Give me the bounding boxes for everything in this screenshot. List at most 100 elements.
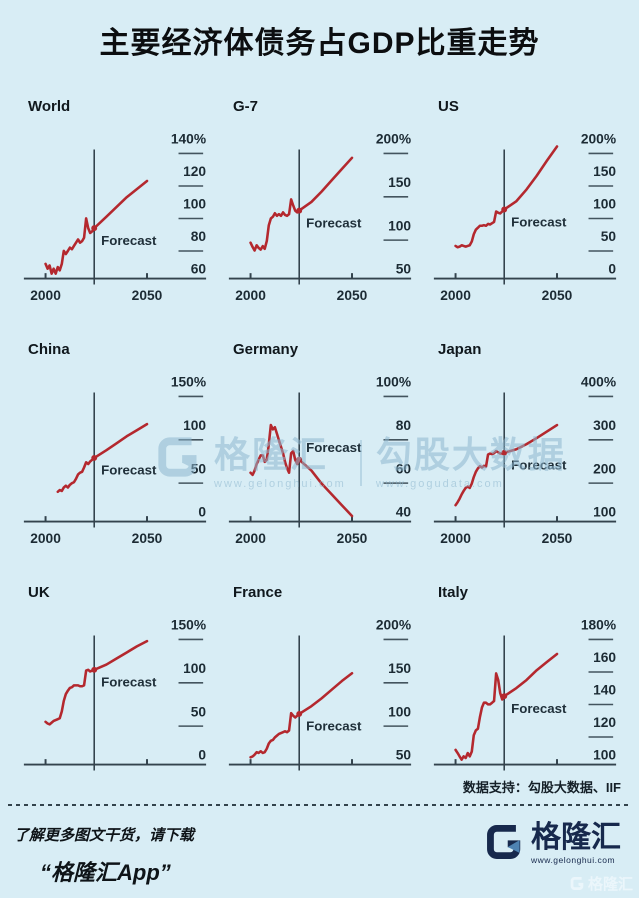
svg-text:50: 50: [396, 748, 412, 763]
svg-text:Forecast: Forecast: [511, 701, 567, 716]
chart-plot-france: 200% 150 100 50 Forecast: [221, 605, 418, 797]
chart-plot-italy: 180% 160 140 120 100 Forecast: [426, 605, 623, 797]
svg-text:100: 100: [183, 418, 206, 433]
chart-france: France 200% 150 100 50 Forecast: [221, 584, 418, 797]
chart-us: US 200% 150 100 50 0 2000 2050 Forecast: [426, 98, 623, 311]
svg-text:60: 60: [396, 461, 412, 476]
svg-text:80: 80: [191, 229, 207, 244]
chart-title: Japan: [438, 341, 482, 359]
svg-text:2050: 2050: [132, 288, 163, 303]
svg-text:300: 300: [593, 418, 616, 433]
svg-text:2000: 2000: [235, 531, 266, 546]
svg-text:Forecast: Forecast: [306, 440, 362, 455]
gelonghui-logo: 格隆汇 www.gelonghui.com: [485, 822, 621, 867]
svg-text:50: 50: [601, 229, 617, 244]
svg-text:Forecast: Forecast: [511, 458, 567, 473]
svg-text:Forecast: Forecast: [306, 719, 362, 734]
svg-text:2000: 2000: [30, 531, 61, 546]
chart-title: UK: [28, 584, 50, 602]
data-source-note: 数据支持：勾股大数据、IIF: [462, 780, 621, 796]
chart-title: World: [28, 98, 71, 115]
svg-text:0: 0: [608, 262, 616, 277]
svg-text:150%: 150%: [171, 618, 206, 633]
svg-text:2000: 2000: [235, 288, 266, 303]
svg-text:140%: 140%: [171, 132, 206, 147]
svg-text:100: 100: [388, 704, 411, 719]
svg-text:2050: 2050: [542, 531, 573, 546]
svg-text:40: 40: [396, 505, 412, 520]
svg-text:100: 100: [593, 197, 616, 212]
svg-text:Forecast: Forecast: [101, 233, 157, 248]
svg-text:2000: 2000: [440, 531, 471, 546]
chart-title: China: [28, 341, 70, 359]
page-title: 主要经济体债务占GDP比重走势: [99, 27, 540, 60]
chart-plot-g7: 200% 150 100 50 2000 2050 Forecast: [221, 119, 418, 311]
svg-text:Forecast: Forecast: [306, 215, 362, 230]
svg-text:200%: 200%: [376, 618, 411, 633]
chart-plot-japan: 400% 300 200 100 2000 2050 Forecast: [426, 362, 623, 554]
svg-text:150: 150: [388, 175, 411, 190]
chart-china: China 150% 100 50 0 2000 2050 Forecast: [16, 341, 213, 554]
chart-title: US: [438, 98, 459, 115]
chart-italy: Italy 180% 160 140 120 100 Forecast: [426, 584, 623, 797]
svg-text:150: 150: [388, 661, 411, 676]
svg-text:200%: 200%: [376, 132, 411, 147]
chart-title: G-7: [233, 98, 259, 115]
svg-text:2000: 2000: [440, 288, 471, 303]
dashed-divider: [8, 804, 631, 807]
footer-promo: 了解更多图文干货，请下载 “格隆汇App”: [14, 820, 194, 887]
chart-title: Italy: [438, 584, 469, 602]
svg-text:100: 100: [183, 661, 206, 676]
svg-text:Forecast: Forecast: [101, 463, 157, 478]
logo-url-text: www.gelonghui.com: [531, 854, 616, 865]
chart-plot-china: 150% 100 50 0 2000 2050 Forecast: [16, 362, 213, 554]
svg-text:200: 200: [593, 461, 616, 476]
svg-text:80: 80: [396, 418, 412, 433]
chart-plot-germany: 100% 80 60 40 2000 2050 Forecast: [221, 362, 418, 554]
svg-text:2050: 2050: [337, 531, 368, 546]
svg-text:Forecast: Forecast: [101, 675, 157, 690]
svg-text:400%: 400%: [581, 375, 616, 390]
svg-text:150: 150: [593, 164, 616, 179]
chart-japan: Japan 400% 300 200 100 2000 2050 Forecast: [426, 341, 623, 554]
charts-grid: World 140% 120 100 80 60 2000 2050 Forecast G-7…: [0, 98, 639, 797]
svg-text:0: 0: [198, 505, 206, 520]
svg-text:140: 140: [593, 683, 616, 698]
svg-text:60: 60: [191, 262, 207, 277]
svg-text:50: 50: [191, 461, 207, 476]
svg-text:120: 120: [593, 715, 616, 730]
svg-text:100%: 100%: [376, 375, 411, 390]
app-name-text: “格隆汇App”: [40, 860, 171, 886]
chart-plot-uk: 150% 100 50 0 Forecast: [16, 605, 213, 797]
svg-text:100: 100: [593, 748, 616, 763]
svg-text:120: 120: [183, 164, 206, 179]
svg-text:2000: 2000: [30, 288, 61, 303]
svg-text:50: 50: [396, 262, 412, 277]
svg-text:Forecast: Forecast: [511, 214, 567, 229]
chart-g7: G-7 200% 150 100 50 2000 2050 Forecast: [221, 98, 418, 311]
chart-world: World 140% 120 100 80 60 2000 2050 Forecast: [16, 98, 213, 311]
footer: 了解更多图文干货，请下载 “格隆汇App” 格隆汇 www.gelonghui.…: [0, 806, 639, 887]
svg-text:0: 0: [198, 748, 206, 763]
chart-uk: UK 150% 100 50 0 Forecast: [16, 584, 213, 797]
chart-germany: Germany 100% 80 60 40 2000 2050 Forecast: [221, 341, 418, 554]
gelonghui-logo-icon: [485, 822, 525, 867]
svg-text:180%: 180%: [581, 618, 616, 633]
chart-plot-us: 200% 150 100 50 0 2000 2050 Forecast: [426, 119, 623, 311]
svg-text:160: 160: [593, 650, 616, 665]
svg-text:150%: 150%: [171, 375, 206, 390]
svg-text:100: 100: [593, 505, 616, 520]
chart-plot-world: 140% 120 100 80 60 2000 2050 Forecast: [16, 119, 213, 311]
svg-text:2050: 2050: [542, 288, 573, 303]
svg-text:100: 100: [183, 197, 206, 212]
svg-text:50: 50: [191, 704, 207, 719]
svg-text:2050: 2050: [132, 531, 163, 546]
svg-text:2050: 2050: [337, 288, 368, 303]
chart-title: France: [233, 584, 283, 602]
logo-brand-text: 格隆汇: [531, 821, 621, 855]
svg-text:100: 100: [388, 218, 411, 233]
promo-text: 了解更多图文干货，请下载: [14, 827, 195, 845]
svg-text:200%: 200%: [581, 132, 616, 147]
chart-title: Germany: [233, 341, 299, 359]
